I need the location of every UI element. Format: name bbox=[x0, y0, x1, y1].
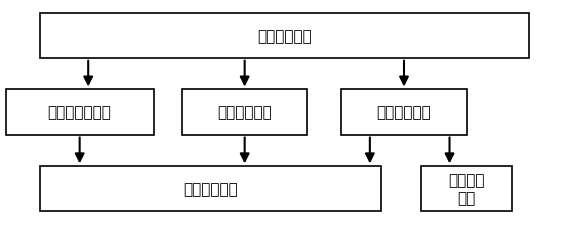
Bar bbox=[421, 166, 512, 212]
Text: 用户管理模块: 用户管理模块 bbox=[257, 29, 312, 43]
Bar bbox=[182, 90, 307, 135]
Bar bbox=[341, 90, 467, 135]
Bar bbox=[40, 14, 529, 58]
Text: 故障定位
模块: 故障定位 模块 bbox=[448, 173, 485, 205]
Text: 路由管理模块: 路由管理模块 bbox=[217, 105, 272, 120]
Text: 点资源管理模块: 点资源管理模块 bbox=[48, 105, 112, 120]
Bar bbox=[6, 90, 154, 135]
Text: 缆纤管理模块: 缆纤管理模块 bbox=[377, 105, 431, 120]
Bar bbox=[40, 166, 381, 212]
Text: 报表管理模块: 报表管理模块 bbox=[183, 182, 238, 196]
